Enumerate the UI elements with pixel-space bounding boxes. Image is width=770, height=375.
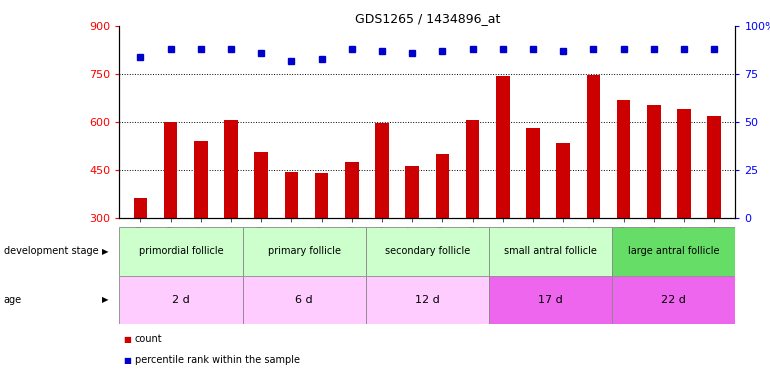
Text: count: count xyxy=(135,334,162,344)
Bar xyxy=(345,162,359,218)
Bar xyxy=(224,120,238,218)
Bar xyxy=(617,100,631,218)
Bar xyxy=(285,172,298,217)
Text: 6 d: 6 d xyxy=(296,295,313,305)
Text: small antral follicle: small antral follicle xyxy=(504,246,597,256)
Text: 2 d: 2 d xyxy=(172,295,190,305)
Bar xyxy=(119,276,243,324)
Bar xyxy=(119,227,243,276)
Bar xyxy=(647,105,661,218)
Bar xyxy=(315,173,329,217)
Bar xyxy=(708,116,721,218)
Text: development stage: development stage xyxy=(4,246,99,256)
Bar xyxy=(366,227,489,276)
Text: 22 d: 22 d xyxy=(661,295,686,305)
Bar xyxy=(496,76,510,217)
Bar xyxy=(134,198,147,217)
Text: primordial follicle: primordial follicle xyxy=(139,246,223,256)
Bar xyxy=(243,227,366,276)
Title: GDS1265 / 1434896_at: GDS1265 / 1434896_at xyxy=(355,12,500,25)
Bar xyxy=(406,165,419,218)
Text: ■: ■ xyxy=(123,335,131,344)
Bar xyxy=(612,227,735,276)
Bar xyxy=(489,276,612,324)
Bar xyxy=(489,227,612,276)
Text: ▶: ▶ xyxy=(102,296,109,304)
Bar xyxy=(526,128,540,218)
Text: 12 d: 12 d xyxy=(415,295,440,305)
Bar xyxy=(557,142,570,218)
Text: age: age xyxy=(4,295,22,305)
Bar xyxy=(366,276,489,324)
Text: percentile rank within the sample: percentile rank within the sample xyxy=(135,355,300,365)
Bar xyxy=(164,122,177,218)
Text: primary follicle: primary follicle xyxy=(268,246,340,256)
Bar xyxy=(254,152,268,217)
Bar xyxy=(466,120,480,218)
Bar xyxy=(612,276,735,324)
Text: ▶: ▶ xyxy=(102,247,109,256)
Bar xyxy=(436,154,449,218)
Text: 17 d: 17 d xyxy=(538,295,563,305)
Text: large antral follicle: large antral follicle xyxy=(628,246,719,256)
Text: secondary follicle: secondary follicle xyxy=(385,246,470,256)
Bar xyxy=(678,109,691,217)
Bar xyxy=(375,123,389,218)
Bar xyxy=(587,75,601,217)
Text: ■: ■ xyxy=(123,356,131,364)
Bar xyxy=(243,276,366,324)
Bar xyxy=(194,141,208,218)
